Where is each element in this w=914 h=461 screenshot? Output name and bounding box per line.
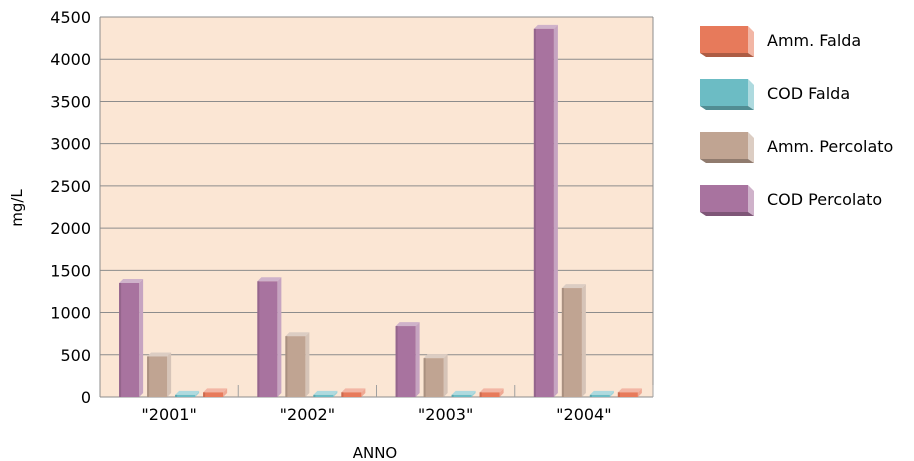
legend-swatch: [700, 79, 748, 106]
legend-label: COD Percolato: [767, 190, 882, 209]
bar: [119, 279, 144, 397]
bar: [257, 277, 282, 397]
legend-swatch-side: [748, 185, 754, 216]
legend-swatch-side: [748, 132, 754, 163]
bar: [423, 354, 448, 397]
x-axis-title: ANNO: [353, 444, 398, 461]
legend-swatch: [700, 26, 748, 53]
y-tick-label: 2500: [50, 177, 91, 196]
legend: Amm. Falda COD Falda Amm. Percolato COD Per…: [700, 26, 893, 216]
legend-swatch: [700, 185, 748, 212]
y-tick-label: 500: [60, 346, 91, 365]
legend-swatch-bottom: [700, 106, 754, 110]
legend-item: Amm. Percolato: [700, 132, 893, 163]
x-tick-label: "2003": [418, 405, 473, 424]
plot-area: [100, 17, 653, 397]
bar: [561, 284, 586, 397]
bar: [617, 388, 642, 397]
legend-item: Amm. Falda: [700, 26, 861, 57]
bar: [147, 352, 172, 397]
bar: [341, 388, 366, 397]
bar: [175, 390, 200, 397]
legend-item: COD Percolato: [700, 185, 882, 216]
y-tick-label: 1500: [50, 261, 91, 280]
y-tick-label: 4000: [50, 50, 91, 69]
y-tick-label: 0: [81, 388, 91, 407]
x-tick-label: "2001": [141, 405, 196, 424]
bar: [203, 388, 228, 397]
y-tick-label: 3000: [50, 135, 91, 154]
bar: [479, 388, 504, 397]
legend-label: Amm. Percolato: [767, 137, 893, 156]
y-tick-label: 4500: [50, 8, 91, 27]
bar: [313, 390, 338, 397]
legend-swatch: [700, 132, 748, 159]
bar: [395, 322, 420, 397]
legend-swatch-bottom: [700, 159, 754, 163]
legend-swatch-bottom: [700, 212, 754, 216]
legend-label: Amm. Falda: [767, 31, 861, 50]
x-tick-label: "2004": [556, 405, 611, 424]
y-tick-label: 2000: [50, 219, 91, 238]
bar: [533, 24, 558, 397]
y-tick-label: 1000: [50, 304, 91, 323]
bar: [451, 390, 476, 397]
bar: [285, 332, 310, 397]
y-tick-label: 3500: [50, 92, 91, 111]
legend-label: COD Falda: [767, 84, 850, 103]
bar: [589, 390, 614, 397]
y-axis-title: mg/L: [8, 189, 26, 227]
legend-swatch-bottom: [700, 53, 754, 57]
x-tick-label: "2002": [280, 405, 335, 424]
legend-item: COD Falda: [700, 79, 850, 110]
legend-swatch-side: [748, 79, 754, 110]
legend-swatch-side: [748, 26, 754, 57]
